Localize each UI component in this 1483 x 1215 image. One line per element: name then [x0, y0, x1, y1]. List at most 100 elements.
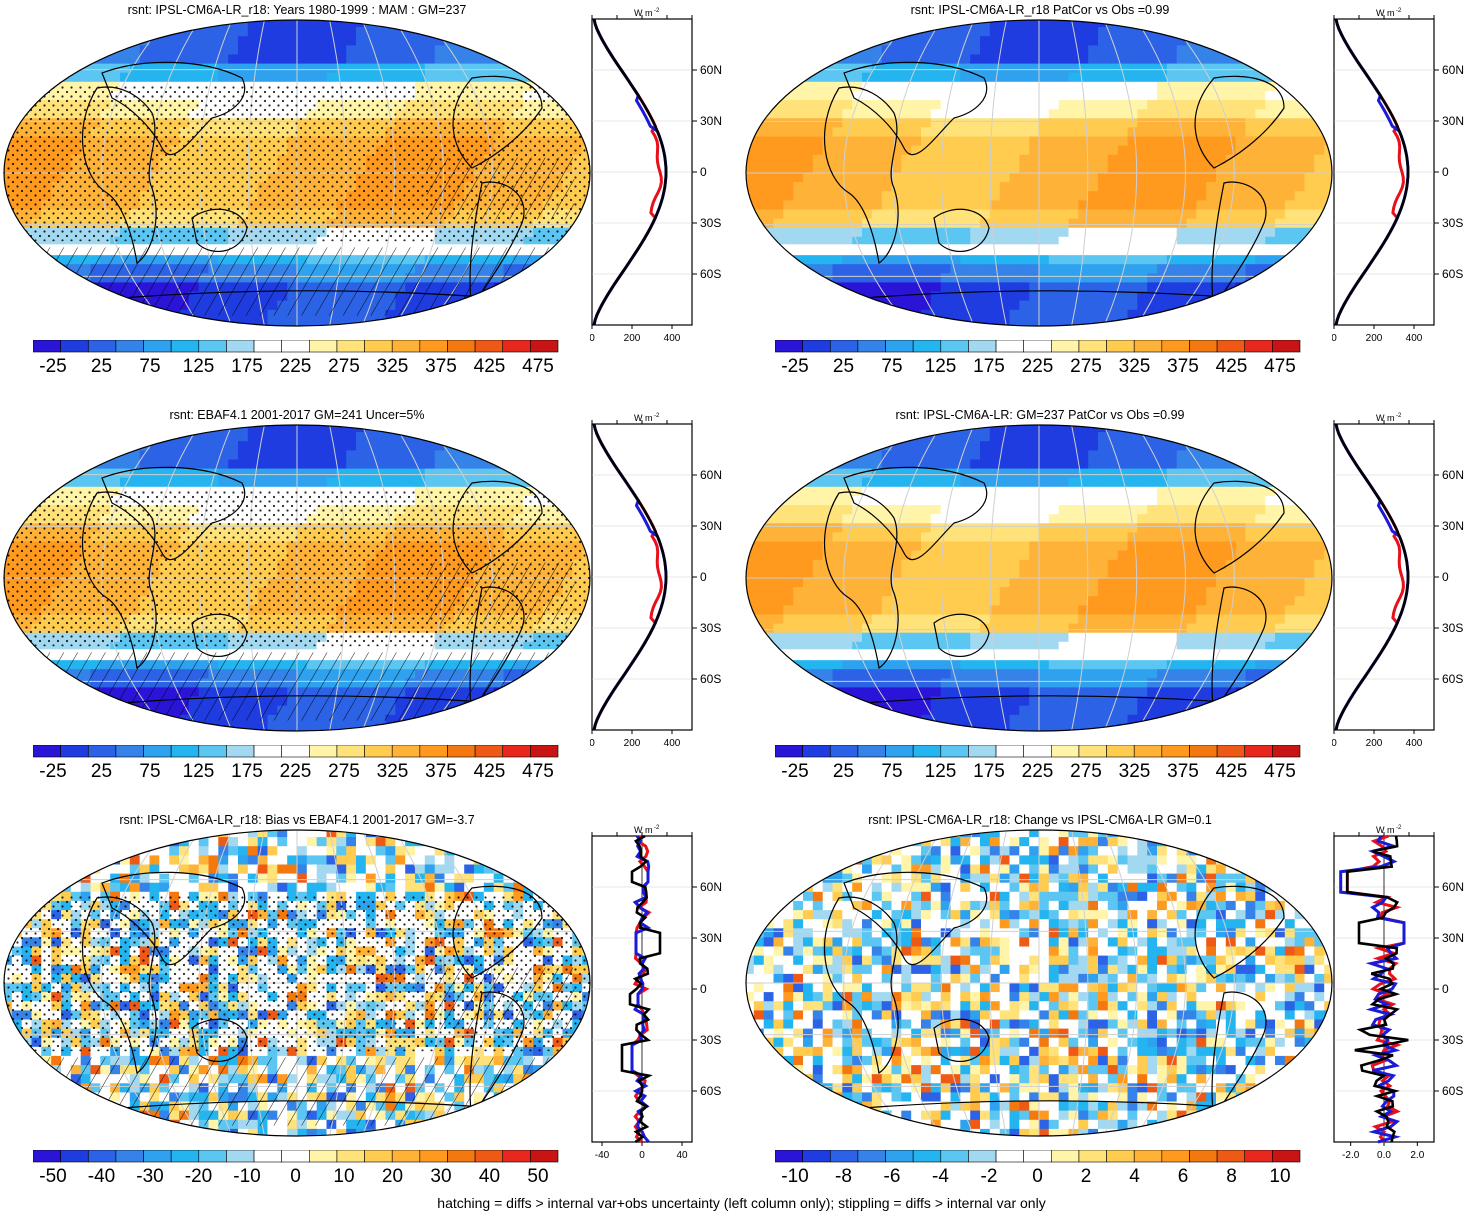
field-cell [753, 291, 765, 302]
field-cell [1186, 81, 1197, 92]
field-cell [950, 191, 961, 201]
field-cell [1225, 118, 1237, 128]
field-cell [901, 154, 912, 165]
field-cell [960, 54, 971, 65]
field-cell [901, 273, 912, 283]
field-cell [120, 450, 131, 461]
map-border [745, 19, 1333, 327]
field-cell [228, 459, 239, 470]
colorbar-swatch [364, 340, 393, 353]
field-cell [803, 291, 814, 302]
field-cell [911, 182, 922, 192]
field-cell [1235, 273, 1247, 283]
field-cell [793, 36, 804, 46]
field-cell [911, 209, 922, 220]
field-cell [1176, 282, 1188, 293]
field-cell [980, 291, 991, 302]
robinson-map [3, 424, 591, 732]
field-cell [1176, 200, 1188, 211]
field-cell [1048, 291, 1060, 302]
field-cell [365, 450, 377, 461]
field-cell [1088, 218, 1099, 229]
field-cell [198, 20, 210, 28]
field-cell [1275, 273, 1286, 283]
field-cell [1157, 118, 1168, 128]
field-cell [970, 118, 981, 128]
field-cell [1147, 173, 1158, 183]
x-tick-label: 0 [590, 333, 595, 344]
field-cell [862, 209, 873, 220]
field-cell [562, 450, 573, 461]
field-cell [1019, 282, 1030, 293]
field-cell [901, 318, 912, 326]
field-cell [1235, 173, 1247, 183]
field-cell [1147, 45, 1158, 56]
field-cell [1314, 127, 1325, 138]
field-cell [1304, 81, 1315, 92]
field-cell [793, 200, 804, 211]
field-cell [1078, 173, 1089, 183]
field-cell [434, 459, 446, 470]
field-cell [746, 191, 755, 201]
field-cell [434, 27, 446, 37]
field-cell [970, 218, 981, 229]
field-cell [297, 318, 308, 326]
field-cell [228, 236, 239, 247]
field-cell [4, 54, 13, 65]
field-cell [51, 309, 62, 320]
field-cell [4, 441, 13, 451]
field-cell [287, 63, 298, 74]
field-cell [11, 300, 23, 311]
field-cell [1019, 72, 1030, 83]
field-cell [871, 54, 883, 65]
field-cell [921, 236, 932, 247]
field-cell [999, 309, 1011, 320]
field-cell [395, 450, 406, 461]
field-cell [842, 109, 853, 119]
field-cell [513, 291, 524, 302]
field-cell [287, 425, 298, 433]
field-cell [1098, 127, 1109, 138]
field-cell [1196, 318, 1207, 326]
field-cell [999, 154, 1011, 165]
field-cell [980, 182, 991, 192]
field-cell [188, 63, 200, 74]
field-cell [1166, 236, 1178, 247]
field-cell [306, 45, 318, 56]
field-cell [1137, 309, 1148, 320]
field-cell [1048, 100, 1060, 110]
field-cell [763, 54, 775, 65]
field-cell [793, 282, 804, 293]
field-cell [1284, 72, 1296, 83]
field-cell [746, 218, 755, 229]
field-cell [385, 27, 396, 37]
field-cell [218, 432, 229, 442]
field-cell [1098, 54, 1109, 65]
field-cell [1176, 227, 1188, 238]
field-cell [871, 318, 883, 326]
field-cell [1294, 118, 1306, 128]
field-cell [503, 45, 514, 56]
field-cell [832, 291, 843, 302]
field-cell [21, 72, 33, 83]
field-cell [1029, 318, 1040, 326]
field-cell [1009, 72, 1020, 83]
x-tick-label: 0 [1332, 333, 1337, 344]
field-cell [1078, 163, 1089, 174]
field-cell [753, 100, 765, 110]
field-cell [493, 45, 505, 56]
field-cell [842, 136, 853, 147]
field-cell [911, 236, 922, 247]
field-cell [11, 514, 23, 524]
field-cell [434, 72, 446, 83]
field-cell [405, 425, 416, 433]
field-cell [503, 425, 514, 433]
field-cell [950, 100, 961, 110]
field-cell [1078, 218, 1089, 229]
field-cell [11, 236, 23, 247]
field-cell [940, 273, 952, 283]
field-cell [940, 154, 952, 165]
field-cell [4, 109, 13, 119]
field-cell [1068, 200, 1079, 211]
field-cell [1039, 54, 1050, 65]
